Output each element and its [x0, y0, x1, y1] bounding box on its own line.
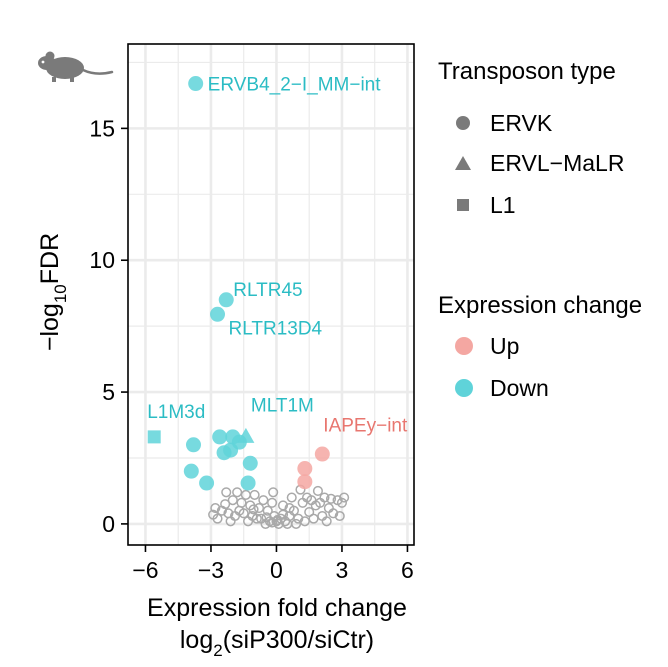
point-down-circle	[218, 292, 234, 308]
significant-points	[147, 76, 330, 491]
ns-point	[339, 492, 350, 503]
ns-point	[249, 489, 260, 500]
grid-lines	[128, 44, 414, 545]
ns-point	[325, 493, 337, 504]
legend-label-up: Up	[490, 333, 519, 359]
x-tick-label: 6	[401, 557, 414, 583]
point-down-circle	[240, 475, 256, 491]
legend: Transposon type ERVK ERVL−MaLR L1 Expres…	[438, 58, 642, 401]
point-label: L1M3d	[147, 402, 205, 423]
y-tick-label: 15	[89, 115, 115, 141]
point-label: ERVB4_2−I_MM−int	[208, 75, 382, 96]
y-tick-label: 5	[102, 379, 115, 405]
point-down-circle	[185, 437, 201, 453]
ns-point	[262, 505, 273, 516]
ns-point	[321, 516, 332, 527]
legend-label-down: Down	[490, 375, 549, 401]
point-down-circle	[199, 475, 215, 491]
ns-point	[234, 505, 245, 516]
point-down-circle	[183, 463, 199, 479]
ns-point	[277, 509, 289, 520]
point-down-circle	[210, 306, 226, 322]
ns-point	[272, 514, 283, 526]
mouse-icon	[38, 51, 114, 82]
y-axis-title: −log10FDR	[36, 233, 70, 351]
nonsignificant-points	[208, 484, 350, 529]
ns-point	[225, 516, 236, 527]
ns-point	[210, 503, 221, 514]
ns-point	[243, 516, 254, 527]
point-up-circle	[314, 446, 330, 462]
legend-key-triangle	[455, 156, 471, 170]
x-axis-subtitle: log2(siP300/siCtr)	[180, 626, 374, 660]
plot-panel-border	[127, 43, 415, 546]
point-label: IAPEy−int	[323, 416, 408, 437]
legend-key-circle	[456, 116, 470, 130]
ns-point	[328, 508, 339, 519]
legend-label-ervl-malr: ERVL−MaLR	[490, 150, 624, 176]
ns-point	[253, 503, 265, 514]
ns-point	[312, 485, 323, 496]
ns-point	[267, 497, 278, 508]
ns-point	[251, 513, 262, 524]
ns-point	[299, 516, 310, 527]
ns-point	[304, 506, 315, 518]
ns-point	[248, 504, 259, 515]
legend-key-square	[457, 199, 469, 211]
point-label: MLT1M	[251, 395, 314, 416]
ns-point	[336, 497, 348, 508]
x-tick-label: 3	[336, 557, 349, 583]
y-tick-label: 10	[89, 247, 115, 273]
ns-point	[286, 492, 297, 503]
ns-point	[334, 510, 345, 522]
x-tick-label: −6	[132, 557, 158, 583]
x-axis-title: Expression fold change	[147, 594, 407, 622]
point-up-circle	[297, 474, 313, 490]
ns-point	[267, 517, 278, 528]
ns-point	[258, 495, 269, 506]
point-down-circle	[188, 76, 204, 92]
legend-key-up	[455, 337, 473, 355]
point-down-circle	[231, 434, 247, 450]
legend-label-ervk: ERVK	[490, 110, 553, 136]
ns-point	[284, 503, 295, 514]
ns-point	[260, 518, 271, 529]
point-down-circle	[212, 429, 228, 445]
ns-point	[293, 513, 304, 524]
point-up-circle	[297, 461, 313, 477]
ns-point	[291, 518, 302, 529]
ns-point	[208, 509, 219, 520]
point-down-circle	[242, 455, 258, 471]
ns-point	[220, 499, 231, 510]
ns-point	[221, 487, 232, 498]
legend-title-color: Expression change	[438, 292, 642, 319]
legend-key-down	[455, 379, 473, 397]
point-labels: ERVB4_2−I_MM−int RLTR45 RLTR13D4 L1M3d MLT1M…	[147, 75, 408, 437]
x-tick-label: −3	[198, 557, 224, 583]
point-label: RLTR13D4	[229, 318, 323, 339]
ns-point	[227, 495, 238, 506]
legend-label-l1: L1	[490, 192, 516, 218]
ns-point	[319, 492, 330, 503]
ns-point	[268, 487, 279, 498]
ns-point	[232, 487, 243, 498]
x-tick-label: 0	[270, 557, 283, 583]
point-down-square	[147, 430, 161, 444]
axis-ticks: −6 −3 0 3 6 0 5 10 15	[89, 115, 413, 583]
ns-point	[261, 512, 272, 523]
y-tick-label: 0	[102, 511, 115, 537]
legend-title-shape: Transposon type	[438, 58, 616, 85]
point-label: RLTR45	[233, 280, 302, 301]
